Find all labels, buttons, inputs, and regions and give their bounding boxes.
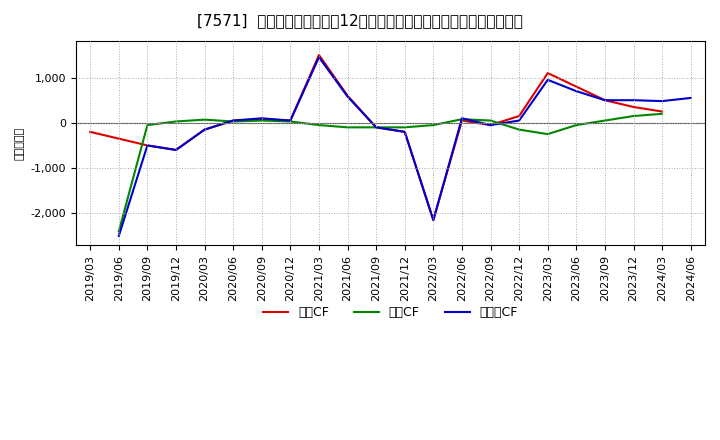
- 投資CF: [286, 119, 294, 124]
- Text: [7571]  キャッシュフローの12か月移動合計の対前年同期増減額の推移: [7571] キャッシュフローの12か月移動合計の対前年同期増減額の推移: [197, 13, 523, 28]
- フリーCF: [315, 55, 323, 60]
- フリーCF: [572, 88, 580, 94]
- 投資CF: [515, 127, 523, 132]
- Line: フリーCF: フリーCF: [119, 57, 690, 236]
- フリーCF: [600, 98, 609, 103]
- 投資CF: [486, 118, 495, 123]
- 営業CF: [486, 122, 495, 128]
- 投資CF: [629, 114, 638, 119]
- 営業CF: [315, 52, 323, 58]
- 営業CF: [429, 217, 438, 223]
- 投資CF: [658, 111, 667, 117]
- 営業CF: [229, 118, 238, 123]
- フリーCF: [629, 98, 638, 103]
- フリーCF: [658, 99, 667, 104]
- 営業CF: [143, 143, 152, 148]
- 投資CF: [315, 122, 323, 128]
- 営業CF: [372, 125, 380, 130]
- 営業CF: [458, 118, 467, 123]
- Line: 営業CF: 営業CF: [90, 55, 662, 220]
- 投資CF: [343, 125, 352, 130]
- 投資CF: [458, 117, 467, 122]
- フリーCF: [114, 233, 123, 238]
- 投資CF: [429, 122, 438, 128]
- 営業CF: [600, 98, 609, 103]
- 営業CF: [200, 127, 209, 132]
- Line: 投資CF: 投資CF: [119, 114, 662, 231]
- 投資CF: [114, 229, 123, 234]
- フリーCF: [143, 143, 152, 148]
- フリーCF: [286, 118, 294, 123]
- フリーCF: [429, 217, 438, 223]
- 投資CF: [572, 122, 580, 128]
- 投資CF: [400, 125, 409, 130]
- 営業CF: [572, 84, 580, 89]
- 営業CF: [658, 109, 667, 114]
- フリーCF: [372, 125, 380, 130]
- 営業CF: [629, 104, 638, 110]
- Legend: 営業CF, 投資CF, フリーCF: 営業CF, 投資CF, フリーCF: [258, 301, 523, 324]
- フリーCF: [229, 118, 238, 123]
- 営業CF: [515, 114, 523, 119]
- 営業CF: [400, 129, 409, 135]
- 投資CF: [143, 122, 152, 128]
- 投資CF: [544, 132, 552, 137]
- Y-axis label: （百万円）: （百万円）: [15, 127, 25, 160]
- 営業CF: [258, 117, 266, 122]
- フリーCF: [515, 118, 523, 123]
- フリーCF: [171, 147, 180, 153]
- 投資CF: [372, 125, 380, 130]
- 営業CF: [114, 136, 123, 141]
- 営業CF: [286, 118, 294, 123]
- 営業CF: [544, 70, 552, 76]
- フリーCF: [486, 122, 495, 128]
- 投資CF: [171, 119, 180, 124]
- 営業CF: [171, 147, 180, 153]
- フリーCF: [343, 94, 352, 99]
- 投資CF: [600, 118, 609, 123]
- 投資CF: [258, 118, 266, 123]
- 投資CF: [200, 117, 209, 122]
- フリーCF: [544, 77, 552, 82]
- フリーCF: [400, 129, 409, 135]
- 投資CF: [229, 119, 238, 124]
- フリーCF: [200, 127, 209, 132]
- 営業CF: [86, 129, 94, 135]
- フリーCF: [458, 116, 467, 121]
- フリーCF: [258, 116, 266, 121]
- 営業CF: [343, 93, 352, 98]
- フリーCF: [686, 95, 695, 101]
